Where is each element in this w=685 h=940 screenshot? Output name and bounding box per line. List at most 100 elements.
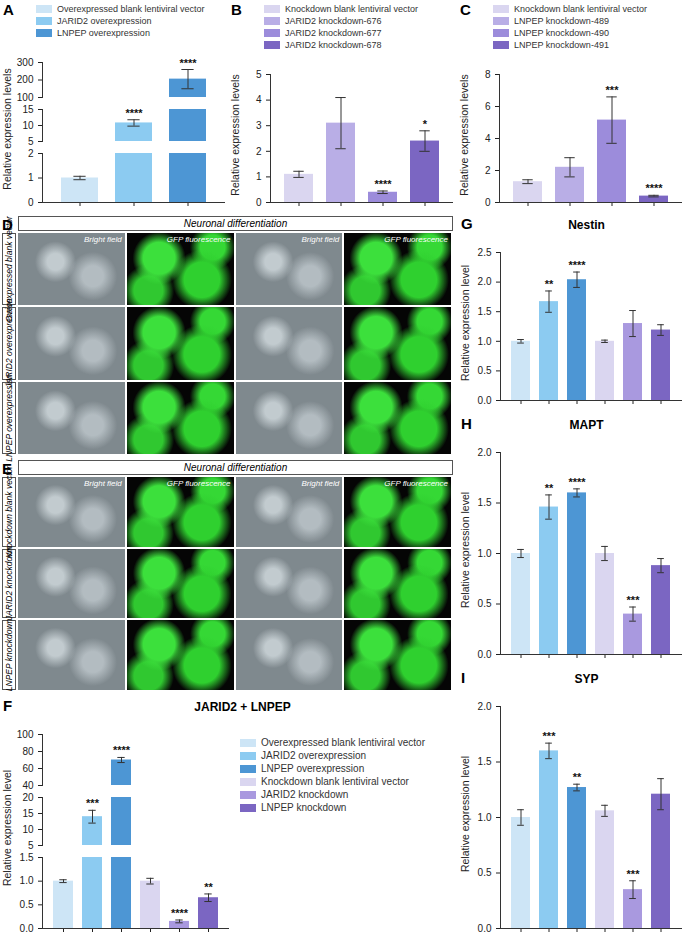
svg-text:2.0: 2.0 <box>478 701 492 712</box>
html-text:H: H <box>461 415 472 432</box>
svg-text:0.0: 0.0 <box>478 923 492 934</box>
svg-text:**: ** <box>204 881 213 893</box>
html-text:Neuronal differentiation: Neuronal differentiation <box>183 218 288 229</box>
svg-text:****: **** <box>568 476 586 488</box>
svg-text:****: **** <box>171 907 189 919</box>
svg-text:**: ** <box>573 771 582 783</box>
svg-text:2: 2 <box>28 148 34 159</box>
svg-text:1.0: 1.0 <box>478 336 492 347</box>
svg-text:***: *** <box>543 730 557 742</box>
svg-text:1.5: 1.5 <box>478 306 492 317</box>
svg-text:1.5: 1.5 <box>20 852 34 863</box>
html-text:Neuronal differentiation: Neuronal differentiation <box>183 462 288 473</box>
svg-text:1: 1 <box>256 171 262 182</box>
html-text:Knockdown blank lentiviral vec: Knockdown blank lentiviral vector <box>285 4 419 14</box>
svg-text:0.0: 0.0 <box>478 649 492 660</box>
svg-text:4: 4 <box>256 94 262 105</box>
svg-text:***: *** <box>627 868 641 880</box>
html-text:Relative expression level: Relative expression level <box>459 755 471 873</box>
svg-text:10: 10 <box>22 824 34 835</box>
svg-text:*: * <box>423 118 428 130</box>
svg-text:2.0: 2.0 <box>478 276 492 287</box>
svg-text:0.0: 0.0 <box>20 923 34 934</box>
svg-text:100: 100 <box>17 92 34 103</box>
svg-text:****: **** <box>125 107 143 119</box>
svg-text:20: 20 <box>22 792 34 803</box>
html-text:Knockdown blank lentiviral vec: Knockdown blank lentiviral vector <box>261 776 409 787</box>
html-text:Relative expression levels: Relative expression levels <box>458 74 470 196</box>
svg-text:80: 80 <box>22 746 34 757</box>
svg-text:300: 300 <box>17 57 34 68</box>
svg-text:2.5: 2.5 <box>478 247 492 258</box>
svg-text:1.0: 1.0 <box>478 548 492 559</box>
svg-text:100: 100 <box>17 729 34 740</box>
html-text:Overexpressed blank lentiviral: Overexpressed blank lentiviral vector <box>261 737 425 748</box>
svg-text:5: 5 <box>28 136 34 147</box>
svg-text:***: *** <box>86 797 100 809</box>
svg-text:5: 5 <box>256 69 262 80</box>
html-text:Relative expression level: Relative expression level <box>459 264 471 382</box>
html-text:B: B <box>231 1 242 18</box>
html-text:Overexpressed blank lentiviral: Overexpressed blank lentiviral vector <box>57 4 205 14</box>
html-text:LNPEP knockdown: LNPEP knockdown <box>261 802 347 813</box>
svg-text:5: 5 <box>28 840 34 851</box>
svg-text:40: 40 <box>22 780 34 791</box>
html-text:SYP: SYP <box>574 672 599 686</box>
svg-text:****: **** <box>179 57 197 69</box>
html-text:Nestin: Nestin <box>568 218 605 232</box>
html-text:JARID2 knockdown-678: JARID2 knockdown-678 <box>285 40 382 50</box>
svg-text:2: 2 <box>485 165 491 176</box>
html-text:Knockdown blank lentiviral vec: Knockdown blank lentiviral vector <box>514 4 648 14</box>
svg-text:2: 2 <box>256 146 262 157</box>
html-text:Relative expression levels: Relative expression levels <box>1 68 13 190</box>
svg-text:**: ** <box>545 482 554 494</box>
svg-text:0.0: 0.0 <box>478 395 492 406</box>
svg-text:3: 3 <box>256 120 262 131</box>
svg-text:15: 15 <box>22 104 34 115</box>
svg-text:***: *** <box>627 594 641 606</box>
html-text:D: D <box>2 216 13 233</box>
svg-text:0.5: 0.5 <box>478 365 492 376</box>
svg-text:1.5: 1.5 <box>478 497 492 508</box>
svg-text:200: 200 <box>17 74 34 85</box>
svg-text:0.5: 0.5 <box>478 867 492 878</box>
svg-text:4: 4 <box>485 133 491 144</box>
html-text:Relative expression level: Relative expression level <box>1 769 13 887</box>
html-text:C: C <box>460 1 471 18</box>
svg-text:0: 0 <box>485 197 491 208</box>
svg-text:****: **** <box>374 178 392 190</box>
svg-text:2.0: 2.0 <box>478 447 492 458</box>
html-text:JARID2 overexpression: JARID2 overexpression <box>261 750 366 761</box>
svg-text:0: 0 <box>256 197 262 208</box>
svg-text:****: **** <box>645 182 663 194</box>
svg-text:8: 8 <box>485 69 491 80</box>
svg-text:0.5: 0.5 <box>20 899 34 910</box>
html-text:MAPT: MAPT <box>569 418 604 432</box>
svg-text:1.5: 1.5 <box>478 756 492 767</box>
html-text:JARID2 knockdown: JARID2 knockdown <box>261 789 349 800</box>
html-text:JARID2 overexpression: JARID2 overexpression <box>57 16 152 26</box>
svg-text:1.0: 1.0 <box>20 875 34 886</box>
html-text:JARID2 knockdown-676: JARID2 knockdown-676 <box>285 16 382 26</box>
html-text:LNPEP knockdown-489: LNPEP knockdown-489 <box>514 16 609 26</box>
html-text:JARID2 + LNPEP: JARID2 + LNPEP <box>194 700 291 714</box>
svg-text:**: ** <box>545 278 554 290</box>
svg-text:****: **** <box>113 744 131 756</box>
html-text:G: G <box>461 215 473 232</box>
svg-text:10: 10 <box>22 120 34 131</box>
svg-text:***: *** <box>606 84 620 96</box>
svg-text:15: 15 <box>22 808 34 819</box>
html-text:LNPEP overexpression: LNPEP overexpression <box>57 28 150 38</box>
svg-text:0.5: 0.5 <box>478 598 492 609</box>
html-text:LNPEP overexpression: LNPEP overexpression <box>261 763 365 774</box>
svg-text:****: **** <box>568 259 586 271</box>
svg-text:0: 0 <box>28 197 34 208</box>
svg-text:1.0: 1.0 <box>478 812 492 823</box>
svg-text:6: 6 <box>485 101 491 112</box>
svg-text:60: 60 <box>22 763 34 774</box>
html-text:Relative expression level: Relative expression level <box>459 491 471 609</box>
html-text:Relative expression levels: Relative expression levels <box>229 74 241 196</box>
svg-text:1: 1 <box>28 172 34 183</box>
html-text:A: A <box>3 1 14 18</box>
html-text:JARID2 knockdown-677: JARID2 knockdown-677 <box>285 28 382 38</box>
